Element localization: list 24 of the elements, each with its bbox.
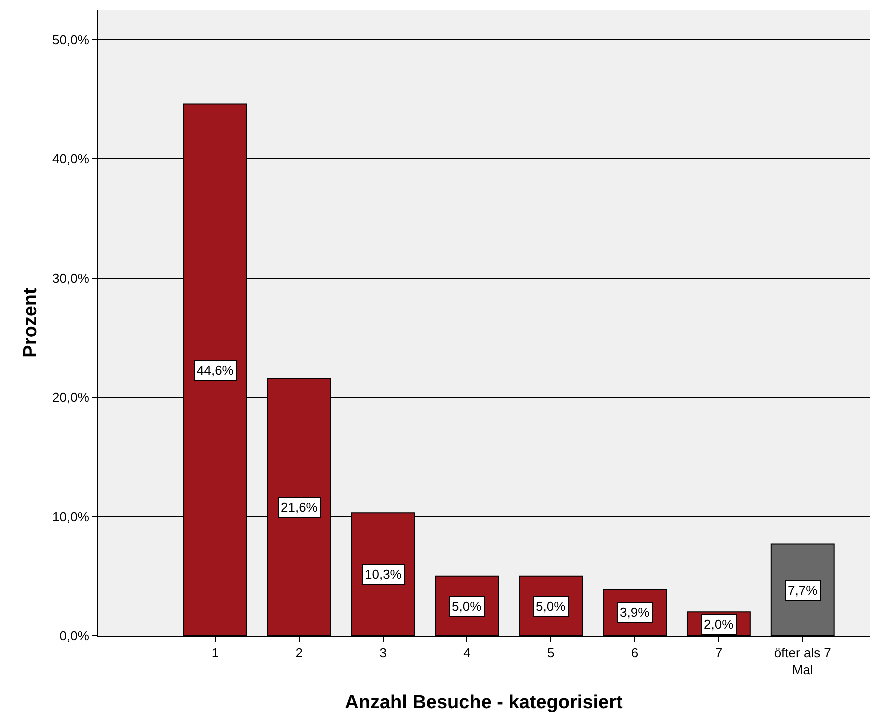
y-tick-label: 50,0% xyxy=(52,32,90,48)
y-tick-label: 0,0% xyxy=(60,628,90,644)
data-label: 5,0% xyxy=(452,599,482,614)
data-label: 5,0% xyxy=(536,599,566,614)
x-tick-label: 1 xyxy=(212,646,220,661)
x-tick-label: 3 xyxy=(380,646,387,661)
y-axis-title: Prozent xyxy=(20,288,42,358)
x-tick-label: 6 xyxy=(631,646,639,661)
data-label: 3,9% xyxy=(620,605,650,620)
data-label: 7,7% xyxy=(788,583,818,598)
x-tick-label: 7 xyxy=(715,646,723,661)
data-label: 10,3% xyxy=(365,567,402,582)
y-tick-label: 30,0% xyxy=(52,270,90,286)
x-tick-label: 5 xyxy=(548,646,555,661)
y-tick-label: 20,0% xyxy=(52,390,90,406)
data-label: 2,0% xyxy=(704,617,734,632)
x-tick-label: 4 xyxy=(464,646,471,661)
x-axis-title: Anzahl Besuche - kategorisiert xyxy=(345,692,624,714)
data-label: 44,6% xyxy=(197,363,234,378)
data-label: 21,6% xyxy=(281,500,318,515)
x-tick-label: öfter als 7 Mal xyxy=(774,646,832,678)
x-tick-label: 2 xyxy=(296,646,304,661)
y-tick-label: 10,0% xyxy=(52,509,90,524)
y-tick-label: 40,0% xyxy=(52,152,90,167)
